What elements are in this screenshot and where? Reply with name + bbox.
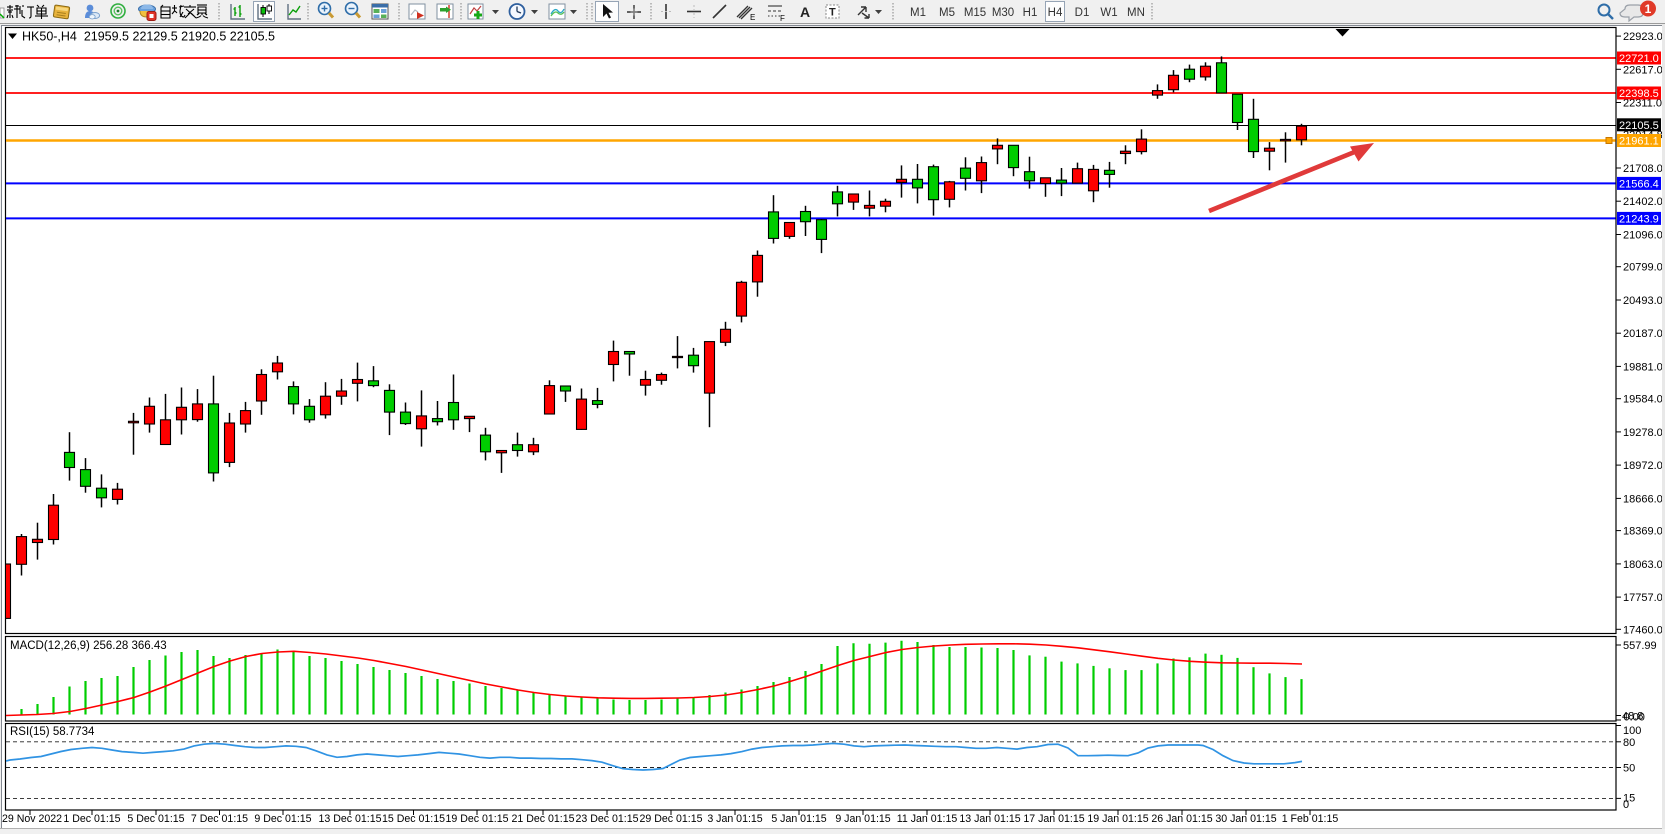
svg-text:48.8: 48.8 [1622, 711, 1643, 723]
svg-text:22311.0: 22311.0 [1623, 98, 1662, 110]
svg-text:1 Feb 01:15: 1 Feb 01:15 [1282, 813, 1339, 825]
svg-text:15: 15 [1623, 793, 1635, 805]
svg-text:0.00: 0.00 [1624, 712, 1645, 724]
svg-text:26 Jan 01:15: 26 Jan 01:15 [1151, 813, 1212, 825]
svg-text:20799.0: 20799.0 [1623, 262, 1663, 274]
svg-text:T: T [829, 7, 836, 19]
svg-text:M15: M15 [964, 7, 986, 19]
svg-text:F: F [780, 14, 785, 23]
svg-text:19 Jan 01:15: 19 Jan 01:15 [1087, 813, 1148, 825]
svg-text:18063.0: 18063.0 [1623, 559, 1663, 571]
svg-text:19 Dec 01:15: 19 Dec 01:15 [445, 813, 508, 825]
svg-text:1 Dec 01:15: 1 Dec 01:15 [63, 813, 120, 825]
svg-text:1: 1 [1645, 2, 1652, 16]
svg-text:22105.5: 22105.5 [1619, 120, 1659, 132]
svg-text:H1: H1 [1023, 7, 1038, 19]
svg-text:E: E [750, 13, 755, 22]
svg-text:21096.0: 21096.0 [1623, 230, 1663, 242]
svg-text:18369.0: 18369.0 [1623, 526, 1663, 538]
svg-text:22923.0: 22923.0 [1623, 31, 1663, 43]
svg-text:H4: H4 [1048, 7, 1063, 19]
svg-text:M1: M1 [910, 7, 926, 19]
svg-text:17757.0: 17757.0 [1623, 592, 1663, 604]
svg-text:3 Jan 01:15: 3 Jan 01:15 [707, 813, 762, 825]
svg-text:22398.5: 22398.5 [1619, 88, 1659, 100]
svg-text:D1: D1 [1075, 7, 1090, 19]
svg-text:MACD(12,26,9) 256.28 366.43: MACD(12,26,9) 256.28 366.43 [10, 640, 167, 652]
svg-text:MN: MN [1127, 7, 1145, 19]
svg-text:19278.0: 19278.0 [1623, 427, 1663, 439]
svg-text:21566.4: 21566.4 [1619, 178, 1659, 190]
svg-text:RSI(15) 58.7734: RSI(15) 58.7734 [10, 726, 95, 738]
svg-text:20187.0: 20187.0 [1623, 328, 1663, 340]
svg-text:A: A [800, 4, 810, 20]
svg-text:29 Dec 01:15: 29 Dec 01:15 [639, 813, 702, 825]
svg-text:20493.0: 20493.0 [1623, 295, 1663, 307]
svg-text:13 Jan 01:15: 13 Jan 01:15 [959, 813, 1020, 825]
svg-text:9 Dec 01:15: 9 Dec 01:15 [254, 813, 311, 825]
svg-text:19881.0: 19881.0 [1623, 361, 1663, 373]
svg-text:W1: W1 [1100, 7, 1117, 19]
svg-text:21402.0: 21402.0 [1623, 196, 1663, 208]
svg-text:13 Dec 01:15: 13 Dec 01:15 [318, 813, 381, 825]
svg-text:9 Jan 01:15: 9 Jan 01:15 [835, 813, 890, 825]
svg-text:7 Dec 01:15: 7 Dec 01:15 [191, 813, 248, 825]
svg-text:5 Dec 01:15: 5 Dec 01:15 [127, 813, 184, 825]
svg-text:100: 100 [1623, 725, 1641, 737]
svg-text:HK50-,H4 21959.5 22129.5 2192: HK50-,H4 21959.5 22129.5 21920.5 22105.5 [22, 30, 275, 44]
svg-text:11 Jan 01:15: 11 Jan 01:15 [897, 813, 958, 825]
svg-text:5 Jan 01:15: 5 Jan 01:15 [771, 813, 826, 825]
svg-text:M30: M30 [992, 7, 1014, 19]
svg-text:50: 50 [1623, 763, 1635, 775]
svg-text:21961.1: 21961.1 [1619, 136, 1659, 148]
svg-text:23 Dec 01:15: 23 Dec 01:15 [575, 813, 638, 825]
svg-text:21708.0: 21708.0 [1623, 163, 1663, 175]
svg-text:17460.0: 17460.0 [1623, 624, 1663, 636]
svg-text:30 Jan 01:15: 30 Jan 01:15 [1215, 813, 1276, 825]
svg-text:80: 80 [1623, 737, 1635, 749]
svg-text:M5: M5 [939, 7, 955, 19]
svg-text:18972.0: 18972.0 [1623, 460, 1663, 472]
svg-text:21243.9: 21243.9 [1619, 213, 1659, 225]
svg-text:0: 0 [1623, 799, 1629, 811]
svg-text:17 Jan 01:15: 17 Jan 01:15 [1023, 813, 1084, 825]
svg-text:22617.0: 22617.0 [1623, 64, 1663, 76]
svg-text:15 Dec 01:15: 15 Dec 01:15 [382, 813, 445, 825]
svg-text:18666.0: 18666.0 [1623, 493, 1663, 505]
svg-text:19584.0: 19584.0 [1623, 394, 1663, 406]
svg-text:557.99: 557.99 [1623, 640, 1657, 652]
svg-text:22721.0: 22721.0 [1619, 53, 1659, 65]
svg-text:29 Nov 2022: 29 Nov 2022 [2, 813, 62, 825]
svg-text:21 Dec 01:15: 21 Dec 01:15 [511, 813, 574, 825]
